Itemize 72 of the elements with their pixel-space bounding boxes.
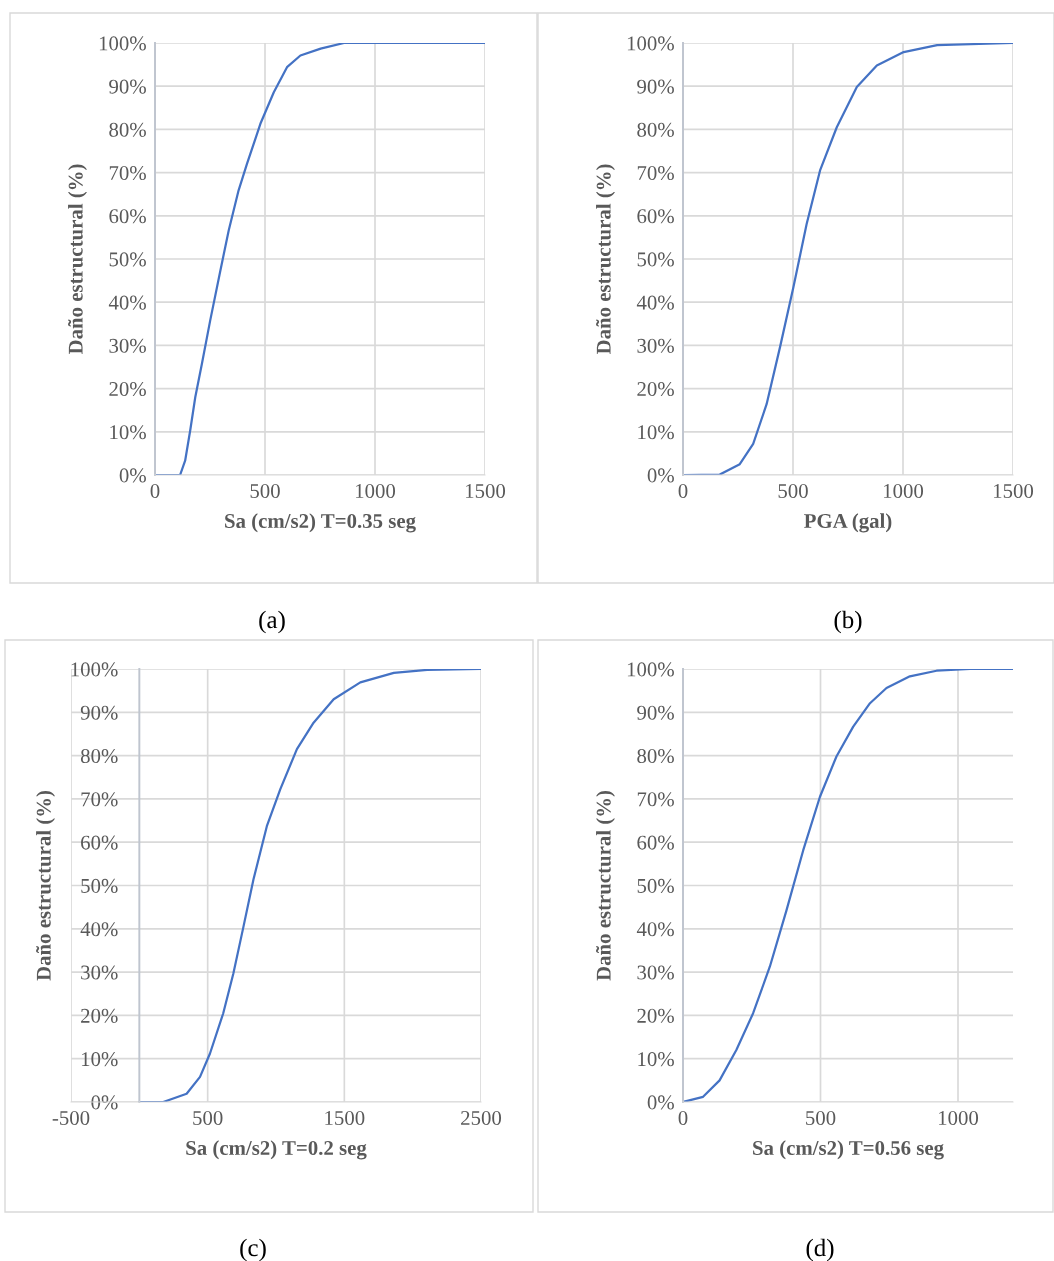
y-tick-label: 90% [637, 79, 674, 94]
y-tick-label: 30% [637, 965, 674, 980]
y-axis-title: Daño estructural (%) [36, 790, 55, 981]
y-tick-label: 80% [637, 748, 674, 764]
y-tick-label: 80% [637, 122, 674, 137]
y-tick-label: 60% [637, 835, 674, 850]
x-axis-title: Sa (cm/s2) T=0.2 seg [186, 1140, 367, 1160]
y-tick-label: 80% [109, 122, 146, 137]
y-tick-label: 40% [80, 922, 118, 937]
y-tick-label: 30% [81, 965, 118, 980]
y-tick-label: 20% [81, 1008, 118, 1023]
y-tick-label: 100% [627, 662, 674, 677]
x-tick-label: 500 [806, 1110, 836, 1125]
y-tick-label: 90% [637, 705, 674, 720]
y-axis-title: Daño estructural (%) [68, 164, 87, 355]
line-series [683, 669, 1013, 1102]
x-tick-label: -500 [52, 1110, 90, 1125]
x-tick-label: 0 [678, 483, 688, 498]
y-tick-label: 40% [636, 922, 674, 937]
x-tick-label: 1500 [466, 483, 506, 498]
y-tick-label: 20% [637, 381, 674, 397]
x-tick-label: 0 [678, 1110, 688, 1125]
y-tick-label: 40% [636, 295, 674, 310]
y-tick-label: 0% [91, 1095, 118, 1110]
y-tick-label: 60% [637, 209, 674, 224]
x-axis-title: Sa (cm/s2) T=0.35 seg [225, 513, 416, 533]
x-tick-label: 500 [193, 1110, 223, 1125]
y-tick-label: 10% [81, 1052, 118, 1067]
x-tick-label: 0 [150, 483, 160, 498]
y-tick-label: 50% [637, 878, 674, 893]
y-tick-label: 30% [637, 338, 674, 353]
y-tick-label: 60% [109, 209, 146, 224]
y-tick-label: 20% [637, 1008, 674, 1023]
y-tick-label: 70% [109, 165, 146, 181]
text: (a) [259, 610, 285, 634]
text: (d) [806, 1238, 834, 1261]
y-tick-label: 70% [637, 792, 674, 807]
y-tick-label: 0% [119, 468, 146, 483]
y-tick-label: 90% [109, 79, 146, 94]
y-tick-label: 10% [110, 425, 146, 440]
y-tick-label: 100% [99, 36, 146, 51]
x-tick-label: 1000 [884, 483, 924, 498]
y-tick-label: 70% [81, 792, 118, 807]
y-tick-label: 60% [81, 835, 118, 850]
x-tick-label: 1000 [939, 1110, 979, 1125]
x-tick-label: 1500 [994, 483, 1034, 498]
x-tick-label: 500 [778, 483, 808, 498]
y-tick-label: 0% [647, 468, 674, 483]
y-tick-label: 80% [80, 748, 118, 764]
x-axis-title: PGA (gal) [804, 513, 892, 533]
y-tick-label: 30% [109, 338, 146, 353]
y-tick-label: 40% [108, 295, 146, 310]
y-tick-label: 20% [109, 381, 146, 397]
y-tick-label: 70% [637, 165, 674, 181]
y-tick-label: 50% [637, 252, 674, 267]
text: (c) [240, 1238, 266, 1261]
x-tick-label: 2500 [461, 1110, 502, 1125]
y-tick-label: 0% [647, 1095, 674, 1110]
x-tick-label: 1000 [356, 483, 396, 498]
x-tick-label: 1500 [325, 1110, 365, 1125]
y-axis-title: Daño estructural (%) [596, 164, 615, 355]
y-tick-label: 100% [71, 662, 118, 677]
text: (b) [834, 610, 862, 634]
y-tick-label: 100% [627, 36, 674, 51]
y-tick-label: 90% [80, 705, 118, 720]
y-tick-label: 10% [638, 1052, 674, 1067]
y-axis-title: Daño estructural (%) [596, 790, 615, 981]
y-tick-label: 50% [81, 878, 118, 893]
x-tick-label: 500 [250, 483, 280, 498]
y-tick-label: 10% [638, 425, 674, 440]
x-axis-title: Sa (cm/s2) T=0.56 seg [753, 1140, 944, 1160]
y-tick-label: 50% [109, 252, 146, 267]
